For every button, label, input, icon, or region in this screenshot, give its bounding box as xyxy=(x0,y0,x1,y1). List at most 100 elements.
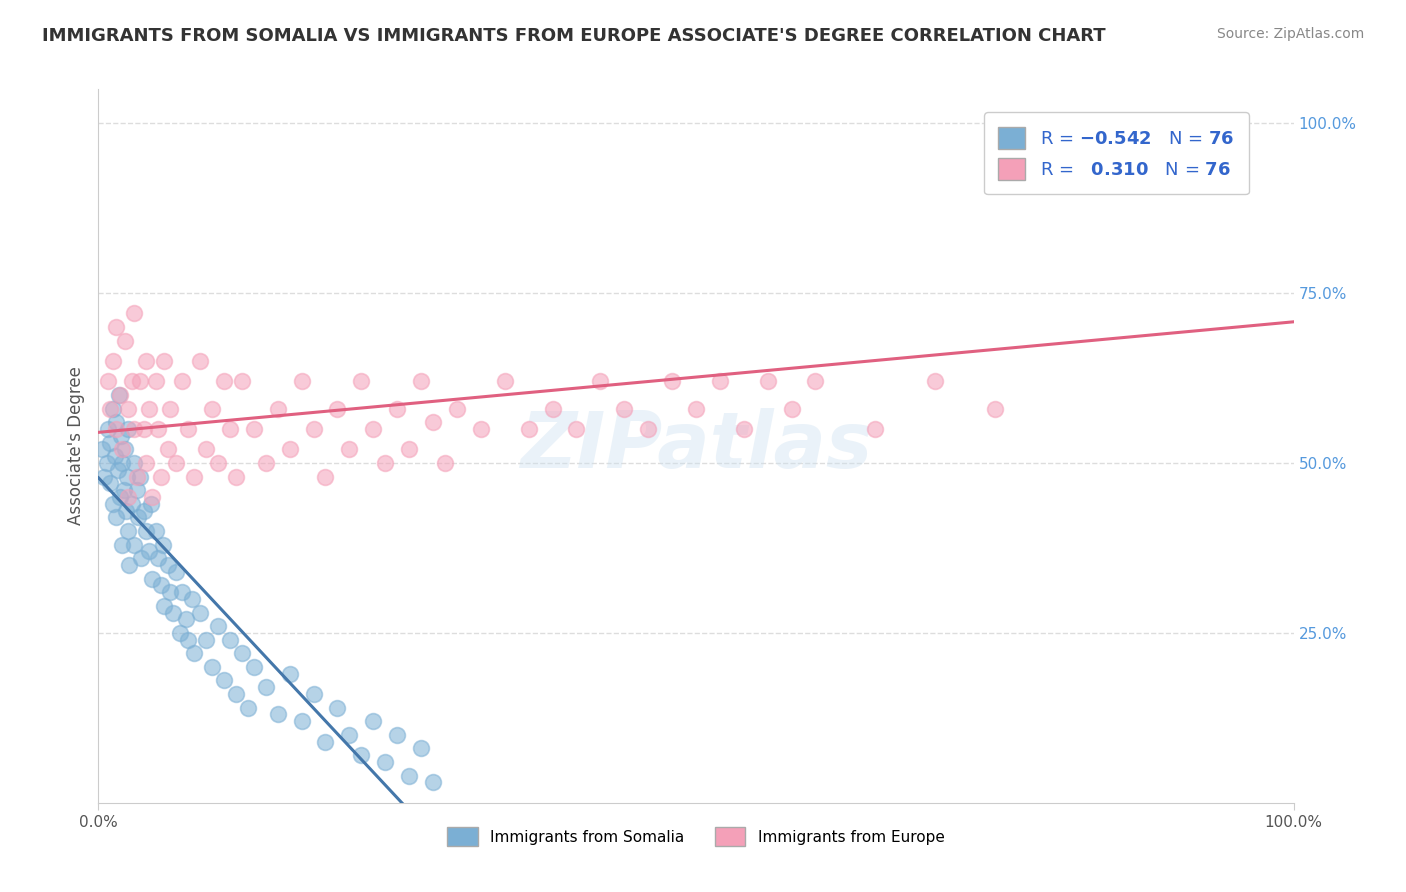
Point xyxy=(121,375,143,389)
Point xyxy=(422,415,444,429)
Point xyxy=(183,469,205,483)
Point xyxy=(350,748,373,763)
Point xyxy=(121,497,143,511)
Point xyxy=(97,422,120,436)
Point xyxy=(219,632,242,647)
Point xyxy=(111,442,134,457)
Point xyxy=(129,469,152,483)
Point xyxy=(159,401,181,416)
Point xyxy=(148,422,170,436)
Point xyxy=(139,497,162,511)
Legend: Immigrants from Somalia, Immigrants from Europe: Immigrants from Somalia, Immigrants from… xyxy=(441,822,950,852)
Point xyxy=(156,442,179,457)
Point xyxy=(124,306,146,320)
Point xyxy=(117,490,139,504)
Point xyxy=(411,741,433,756)
Point xyxy=(138,544,160,558)
Point xyxy=(105,320,128,334)
Point xyxy=(156,558,179,572)
Point xyxy=(398,769,420,783)
Point xyxy=(149,469,172,483)
Point xyxy=(243,660,266,674)
Point xyxy=(112,483,135,498)
Point xyxy=(125,469,148,483)
Point xyxy=(225,469,247,483)
Point xyxy=(236,700,259,714)
Point xyxy=(685,401,707,416)
Point xyxy=(101,497,124,511)
Point xyxy=(132,422,155,436)
Point xyxy=(398,442,420,457)
Point xyxy=(804,375,827,389)
Point xyxy=(315,469,337,483)
Point xyxy=(105,415,128,429)
Point xyxy=(183,646,205,660)
Point xyxy=(780,401,803,416)
Point xyxy=(470,422,492,436)
Point xyxy=(114,334,136,348)
Point xyxy=(135,456,157,470)
Point xyxy=(291,714,314,729)
Point xyxy=(517,422,540,436)
Point xyxy=(363,714,385,729)
Point xyxy=(138,401,160,416)
Point xyxy=(422,775,444,789)
Point xyxy=(135,524,157,538)
Point xyxy=(339,728,361,742)
Point xyxy=(107,388,129,402)
Point xyxy=(169,626,191,640)
Point xyxy=(153,599,176,613)
Point xyxy=(302,687,325,701)
Point xyxy=(180,591,202,606)
Point xyxy=(111,456,134,470)
Point xyxy=(302,422,325,436)
Point xyxy=(93,469,115,483)
Point xyxy=(541,401,564,416)
Point xyxy=(145,524,167,538)
Point xyxy=(565,422,588,436)
Text: ZIPatlas: ZIPatlas xyxy=(520,408,872,484)
Point xyxy=(254,456,277,470)
Point xyxy=(1128,136,1150,151)
Point xyxy=(865,422,887,436)
Point xyxy=(153,354,176,368)
Point xyxy=(165,565,187,579)
Text: IMMIGRANTS FROM SOMALIA VS IMMIGRANTS FROM EUROPE ASSOCIATE'S DEGREE CORRELATION: IMMIGRANTS FROM SOMALIA VS IMMIGRANTS FR… xyxy=(42,27,1105,45)
Point xyxy=(105,422,128,436)
Point xyxy=(385,401,409,416)
Point xyxy=(108,388,131,402)
Point xyxy=(225,687,247,701)
Point xyxy=(135,354,157,368)
Point xyxy=(207,456,229,470)
Point xyxy=(174,612,197,626)
Point xyxy=(339,442,361,457)
Point xyxy=(148,551,170,566)
Y-axis label: Associate's Degree: Associate's Degree xyxy=(66,367,84,525)
Point xyxy=(231,646,253,660)
Point xyxy=(188,354,211,368)
Point xyxy=(267,707,290,722)
Point xyxy=(118,558,141,572)
Point xyxy=(125,483,148,498)
Point xyxy=(177,422,200,436)
Point xyxy=(96,456,118,470)
Point xyxy=(212,673,235,688)
Point xyxy=(984,401,1007,416)
Point xyxy=(172,585,194,599)
Point xyxy=(231,375,253,389)
Point xyxy=(115,469,138,483)
Point xyxy=(110,429,132,443)
Point xyxy=(446,401,468,416)
Point xyxy=(350,375,373,389)
Point xyxy=(201,401,224,416)
Point xyxy=(411,375,433,389)
Point xyxy=(149,578,172,592)
Point xyxy=(374,456,396,470)
Point xyxy=(98,401,122,416)
Point xyxy=(141,572,163,586)
Point xyxy=(1187,136,1209,151)
Point xyxy=(101,401,124,416)
Point xyxy=(108,490,131,504)
Point xyxy=(207,619,229,633)
Point xyxy=(97,375,120,389)
